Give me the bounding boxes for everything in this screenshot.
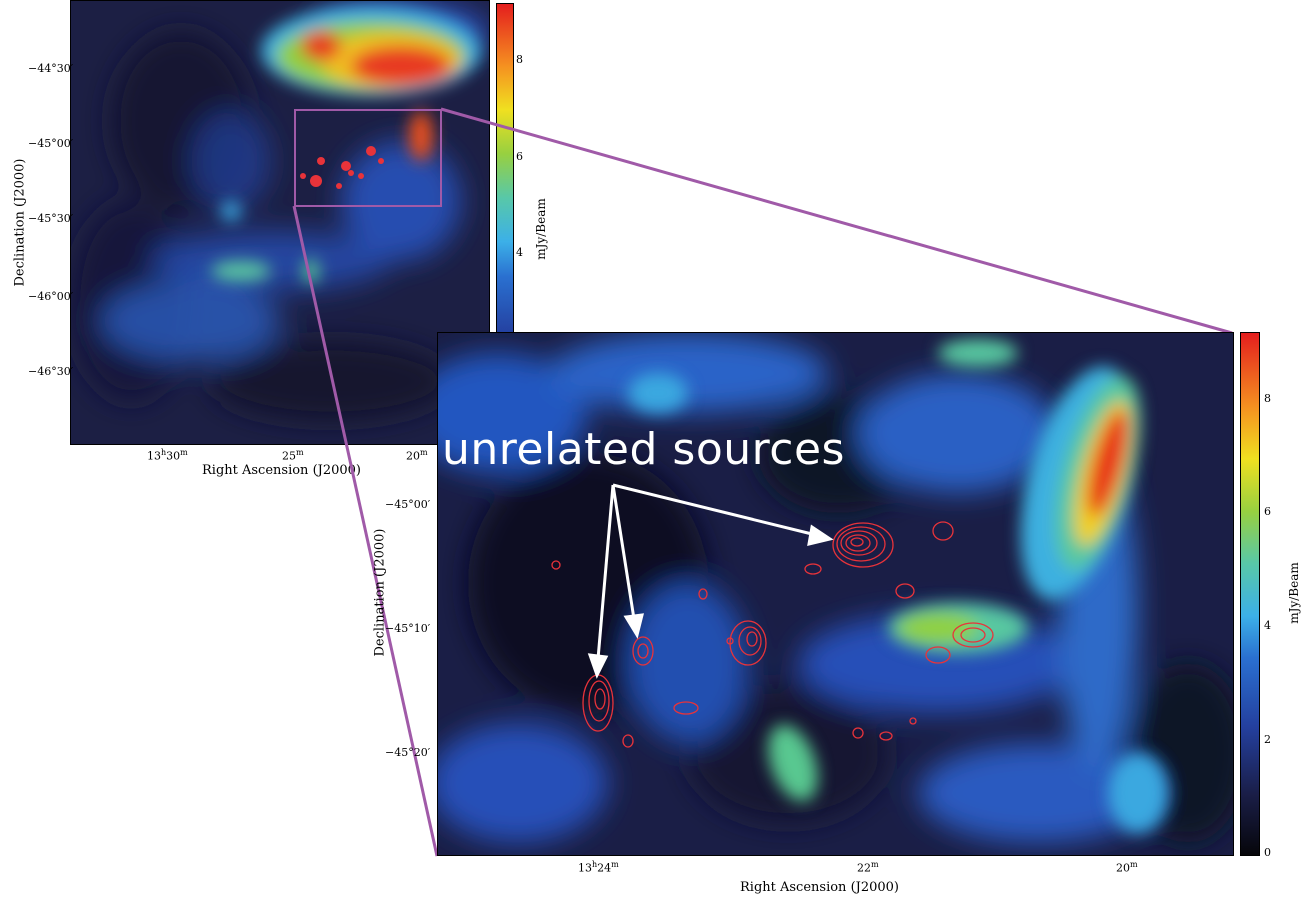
overview-ylabel: Declination (J2000) <box>12 158 28 287</box>
annotation-arrows <box>587 483 834 679</box>
ra-tick: 20m <box>406 448 428 463</box>
cbar-tick: 8 <box>516 53 523 66</box>
zoom-xlabel: Right Ascension (J2000) <box>740 880 900 895</box>
dec-tick: −44°30′ <box>28 62 74 75</box>
ra-tick: 13h30m <box>147 448 188 463</box>
overview-xlabel: Right Ascension (J2000) <box>202 463 362 478</box>
dec-tick: −45°00′ <box>385 498 431 511</box>
zoom-colorbar-label: mJy/Beam <box>1287 562 1301 624</box>
cbar-tick: 4 <box>1264 619 1271 632</box>
dec-tick: −45°10′ <box>385 622 431 635</box>
annotation-label: unrelated sources <box>442 424 845 475</box>
zoom-box <box>294 109 442 207</box>
dec-tick: −45°00′ <box>28 137 74 150</box>
cbar-tick: 6 <box>1264 505 1271 518</box>
dec-tick: −46°30′ <box>28 365 74 378</box>
ra-tick: 25m <box>282 448 304 463</box>
dec-tick: −45°30′ <box>28 212 74 225</box>
zoom-ylabel: Declination (J2000) <box>372 528 388 657</box>
cbar-tick: 4 <box>516 246 523 259</box>
ra-tick: 22m <box>857 860 879 875</box>
overview-contours <box>300 146 384 189</box>
zoom-map <box>437 332 1234 856</box>
cbar-tick: 0 <box>1264 846 1271 859</box>
cbar-tick: 8 <box>1264 392 1271 405</box>
overview-map-image <box>71 1 489 444</box>
zoom-contours <box>551 521 994 748</box>
ra-tick: 20m <box>1116 860 1138 875</box>
cbar-tick: 6 <box>516 150 523 163</box>
ra-tick: 13h24m <box>578 860 619 875</box>
zoom-colorbar <box>1240 332 1260 856</box>
dec-tick: −45°20′ <box>385 746 431 759</box>
cbar-tick: 2 <box>1264 733 1271 746</box>
overview-colorbar-label: mJy/Beam <box>534 198 548 260</box>
zoom-map-image <box>438 333 1233 855</box>
overview-map <box>70 0 490 445</box>
dec-tick: −46°00′ <box>28 290 74 303</box>
